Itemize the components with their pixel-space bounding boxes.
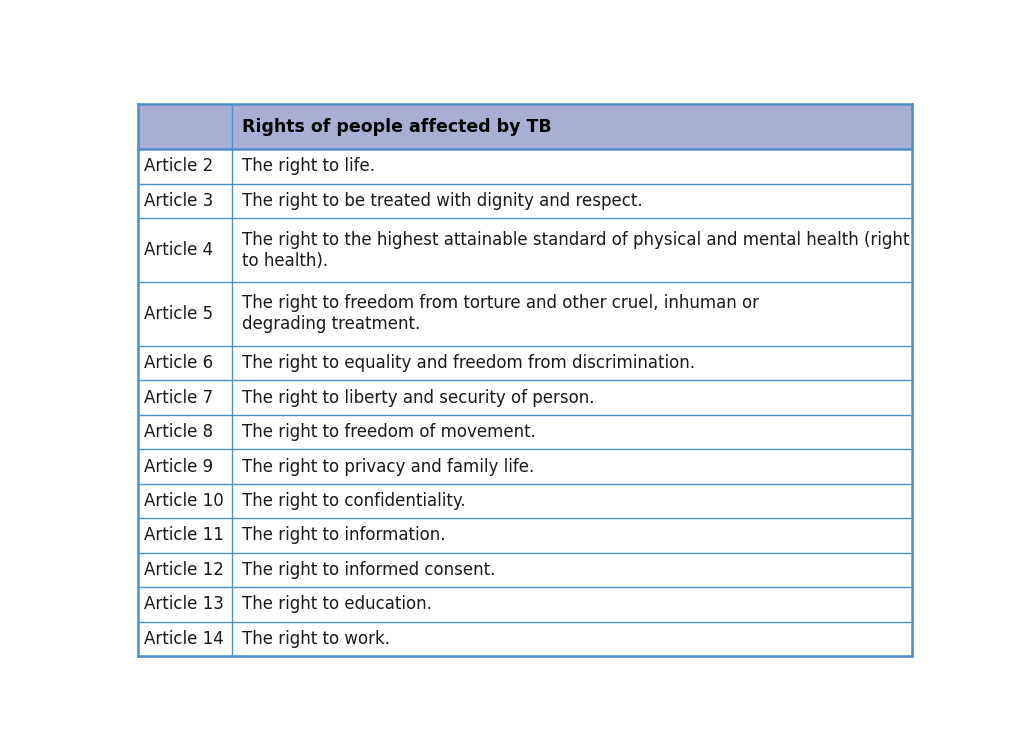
Bar <box>137 282 912 346</box>
Text: Article 3: Article 3 <box>143 192 213 210</box>
Text: The right to privacy and family life.: The right to privacy and family life. <box>243 458 535 476</box>
Text: Article 6: Article 6 <box>143 354 213 372</box>
Bar <box>137 149 912 184</box>
Text: Article 10: Article 10 <box>143 492 223 510</box>
Bar <box>137 484 912 518</box>
Text: The right to freedom of movement.: The right to freedom of movement. <box>243 423 537 441</box>
Bar <box>137 346 912 380</box>
Bar <box>137 380 912 415</box>
Text: The right to education.: The right to education. <box>243 595 432 613</box>
Text: The right to be treated with dignity and respect.: The right to be treated with dignity and… <box>243 192 643 210</box>
Bar <box>137 104 912 149</box>
Bar <box>137 553 912 587</box>
Text: Article 11: Article 11 <box>143 527 224 545</box>
Text: The right to work.: The right to work. <box>243 630 390 648</box>
Text: degrading treatment.: degrading treatment. <box>243 315 421 333</box>
Text: Article 13: Article 13 <box>143 595 224 613</box>
Text: The right to information.: The right to information. <box>243 527 445 545</box>
Text: Article 7: Article 7 <box>143 389 213 407</box>
Text: The right to informed consent.: The right to informed consent. <box>243 561 496 579</box>
Text: The right to the highest attainable standard of physical and mental health (righ: The right to the highest attainable stan… <box>243 231 909 249</box>
Bar <box>137 415 912 449</box>
Text: Article 8: Article 8 <box>143 423 213 441</box>
Text: Article 14: Article 14 <box>143 630 223 648</box>
Text: The right to confidentiality.: The right to confidentiality. <box>243 492 466 510</box>
Text: The right to freedom from torture and other cruel, inhuman or: The right to freedom from torture and ot… <box>243 294 760 312</box>
Text: Article 4: Article 4 <box>143 241 213 259</box>
Bar <box>137 184 912 218</box>
Text: to health).: to health). <box>243 252 329 270</box>
Bar <box>137 622 912 656</box>
Text: Article 12: Article 12 <box>143 561 224 579</box>
Text: The right to life.: The right to life. <box>243 157 376 175</box>
Bar <box>137 449 912 484</box>
Text: The right to liberty and security of person.: The right to liberty and security of per… <box>243 389 595 407</box>
Bar <box>137 218 912 282</box>
Text: Article 5: Article 5 <box>143 305 213 323</box>
Text: Article 2: Article 2 <box>143 157 213 175</box>
Text: The right to equality and freedom from discrimination.: The right to equality and freedom from d… <box>243 354 695 372</box>
Text: Article 9: Article 9 <box>143 458 213 476</box>
Text: Rights of people affected by TB: Rights of people affected by TB <box>243 118 552 136</box>
Bar <box>137 587 912 622</box>
Bar <box>137 518 912 553</box>
